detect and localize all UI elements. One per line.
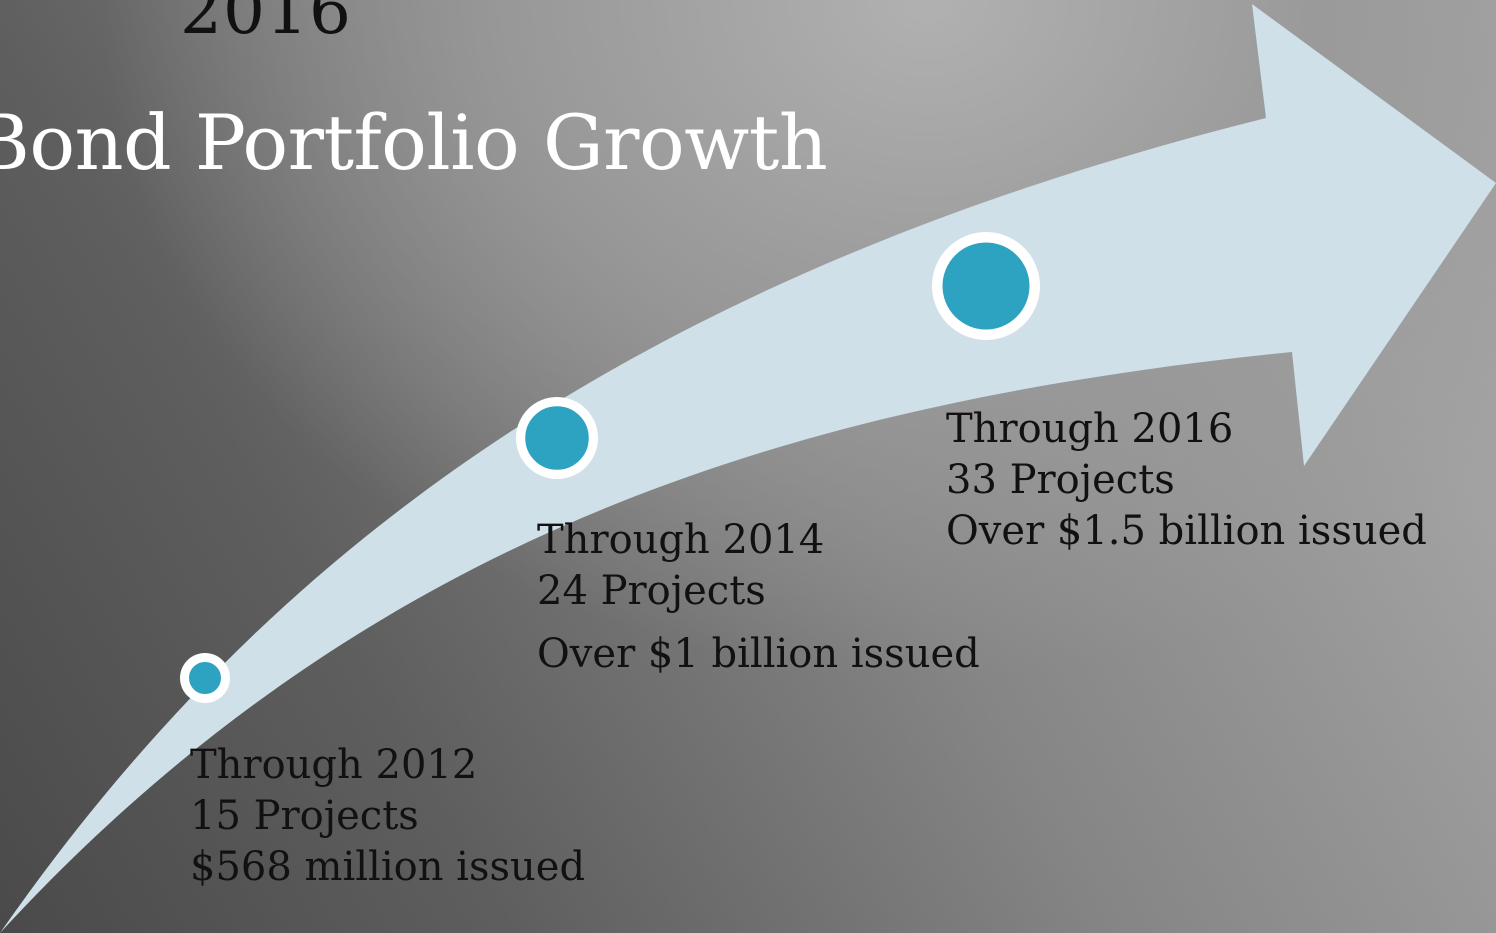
slide-year: 2016 bbox=[180, 0, 352, 49]
milestone-period: Through 2016 bbox=[946, 406, 1234, 452]
milestone-marker-2012 bbox=[180, 653, 230, 703]
growth-arrow-shape bbox=[0, 4, 1496, 933]
milestone-projects: 24 Projects bbox=[537, 568, 766, 614]
milestone-amount: Over $1.5 billion issued bbox=[946, 508, 1427, 554]
milestone-amount: Over $1 billion issued bbox=[537, 631, 980, 677]
milestone-projects: 15 Projects bbox=[190, 793, 419, 839]
milestone-2012: Through 2012 15 Projects $568 million is… bbox=[190, 740, 585, 893]
slide-title: Bond Portfolio Growth bbox=[0, 98, 828, 187]
milestone-projects: 33 Projects bbox=[946, 457, 1175, 503]
milestone-marker-2016 bbox=[932, 232, 1040, 340]
milestone-period: Through 2012 bbox=[190, 742, 478, 788]
milestone-amount: $568 million issued bbox=[190, 844, 586, 890]
milestone-2014: Through 2014 24 Projects Over $1 billion… bbox=[537, 515, 980, 680]
milestone-period: Through 2014 bbox=[537, 517, 825, 563]
milestone-2016: Through 2016 33 Projects Over $1.5 billi… bbox=[946, 404, 1427, 557]
milestone-marker-2014 bbox=[516, 397, 598, 479]
